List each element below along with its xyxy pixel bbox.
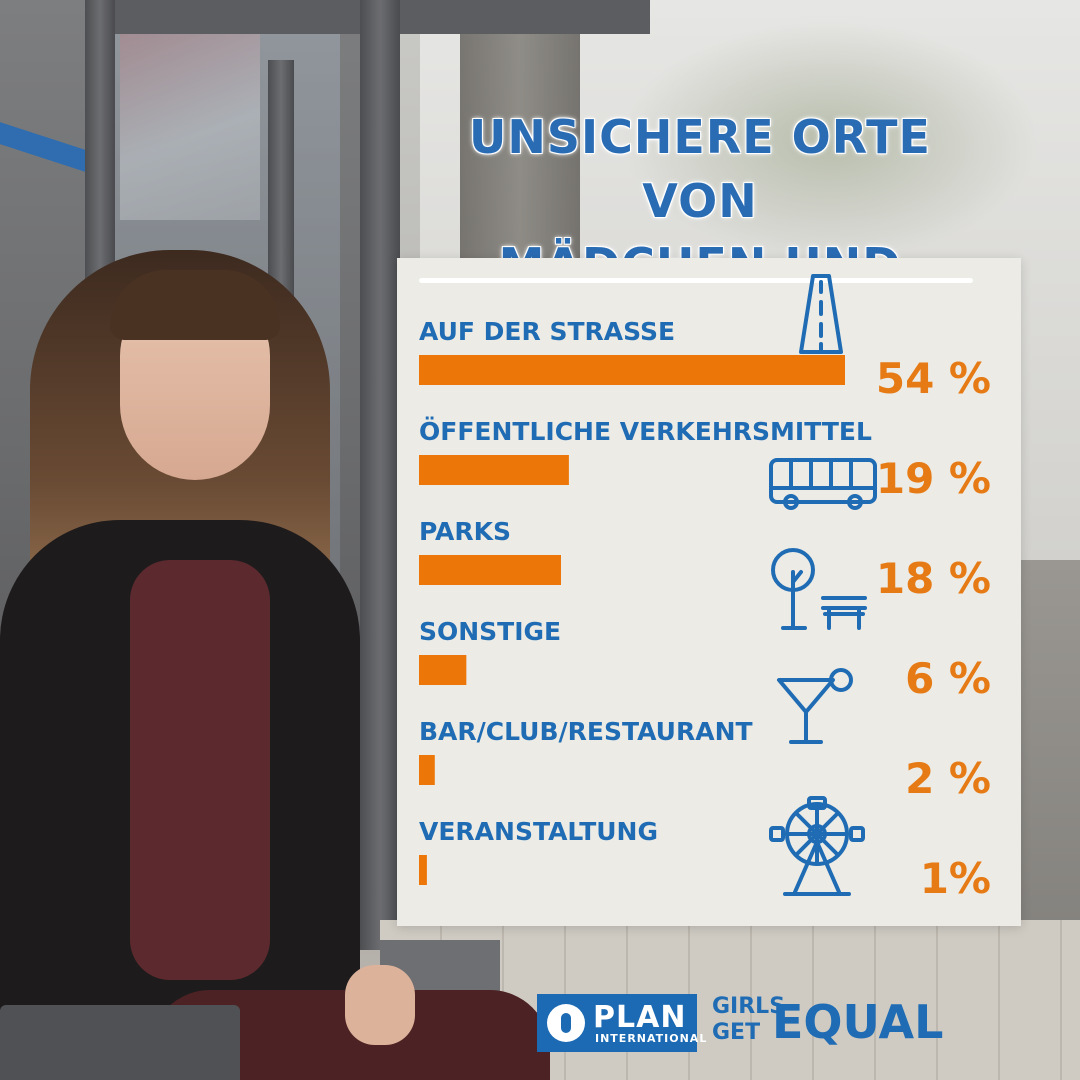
park-tree-bench-icon <box>771 548 867 630</box>
plan-emblem-icon <box>547 1004 585 1042</box>
bar-chart: AUF DER STRASSE 54 %ÖFFENTLICHE VERKEHRSM… <box>419 274 991 903</box>
bars-layer: AUF DER STRASSE 54 %ÖFFENTLICHE VERKEHRSM… <box>419 317 991 903</box>
category-label: ÖFFENTLICHE VERKEHRSMITTEL <box>419 416 872 446</box>
category-label: SONSTIGE <box>419 617 561 646</box>
divider <box>419 278 973 283</box>
bar <box>419 755 435 785</box>
plan-logo-word: PLAN <box>593 1000 687 1035</box>
woman-dress <box>130 560 270 980</box>
cocktail-icon <box>777 668 853 744</box>
gge-equal: EQUAL <box>772 995 944 1049</box>
value-label: 2 % <box>905 754 991 803</box>
value-label: 19 % <box>876 454 991 503</box>
chart-panel: AUF DER STRASSE 54 % ÖFFENTLICHE VERKEHRSM… <box>397 258 1021 926</box>
category-label: BAR/CLUB/RESTAURANT <box>419 717 753 746</box>
tree-foliage <box>620 20 1040 260</box>
woman-bangs <box>110 270 280 340</box>
woman-hands <box>345 965 415 1045</box>
ferris-wheel-icon <box>769 796 865 896</box>
value-label: 6 % <box>905 654 991 703</box>
bench <box>0 1005 240 1080</box>
value-label: 1% <box>920 854 991 903</box>
shelter-pole <box>360 0 400 950</box>
title-line-1: UNSICHERE ORTE VON <box>469 110 931 228</box>
value-label: 54 % <box>876 354 991 403</box>
value-label: 18 % <box>876 554 991 603</box>
gge-girls: GIRLS <box>712 994 786 1019</box>
plan-logo-sub: INTERNATIONAL <box>595 1032 708 1045</box>
tree-trunk <box>460 0 580 260</box>
category-label: AUF DER STRASSE <box>419 317 675 346</box>
bar <box>419 855 427 885</box>
bar <box>419 655 467 685</box>
road-icon <box>799 274 843 354</box>
girls-get-equal-logo: GIRLS GET EQUAL <box>712 990 943 1054</box>
bar <box>419 555 561 585</box>
plan-international-logo: PLAN INTERNATIONAL <box>537 994 706 1052</box>
bar <box>419 355 845 385</box>
bar <box>419 455 569 485</box>
bus-icon <box>769 458 877 510</box>
category-label: PARKS <box>419 517 511 546</box>
gge-get: GET <box>712 1020 761 1045</box>
category-label: VERANSTALTUNG <box>419 817 658 846</box>
